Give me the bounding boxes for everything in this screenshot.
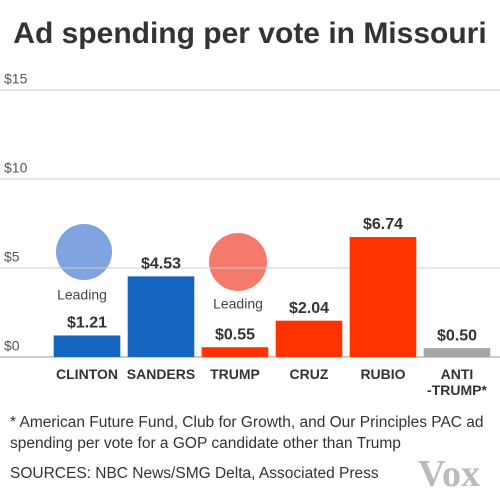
value-label: $0.55 xyxy=(215,326,255,343)
chart-title: Ad spending per vote in Missouri xyxy=(13,17,486,50)
x-tick-label: SANDERS xyxy=(126,366,196,382)
x-tick-label: TRUMP xyxy=(210,366,260,382)
value-label: $2.04 xyxy=(289,300,329,317)
bar xyxy=(349,237,417,357)
bar xyxy=(127,276,195,357)
x-tick-label: CLINTON xyxy=(56,366,118,382)
bar xyxy=(275,320,343,357)
y-tick-label: $10 xyxy=(4,160,28,176)
candidate-photo xyxy=(209,233,267,291)
logo: Vox xyxy=(418,453,480,495)
value-label: $4.53 xyxy=(141,256,181,273)
source: SOURCES: NBC News/SMG Delta, Associated … xyxy=(10,465,379,482)
y-tick-label: $0 xyxy=(4,338,20,354)
value-label: $0.50 xyxy=(437,327,477,344)
x-tick-label: CRUZ xyxy=(289,366,329,382)
value-label: $6.74 xyxy=(363,216,403,233)
y-tick-label: $15 xyxy=(4,71,28,87)
x-tick-label: RUBIO xyxy=(360,366,406,382)
x-tick-label: ANTI -TRUMP* xyxy=(427,366,487,398)
bar xyxy=(423,348,491,357)
candidate-photo xyxy=(56,224,112,280)
footnote: * American Future Fund, Club for Growth,… xyxy=(10,414,484,452)
y-tick-label: $5 xyxy=(4,249,20,265)
annotation: Leading xyxy=(57,287,107,303)
annotation: Leading xyxy=(213,296,263,312)
bar xyxy=(201,347,269,357)
value-label: $1.21 xyxy=(67,315,107,332)
bar xyxy=(53,335,121,357)
